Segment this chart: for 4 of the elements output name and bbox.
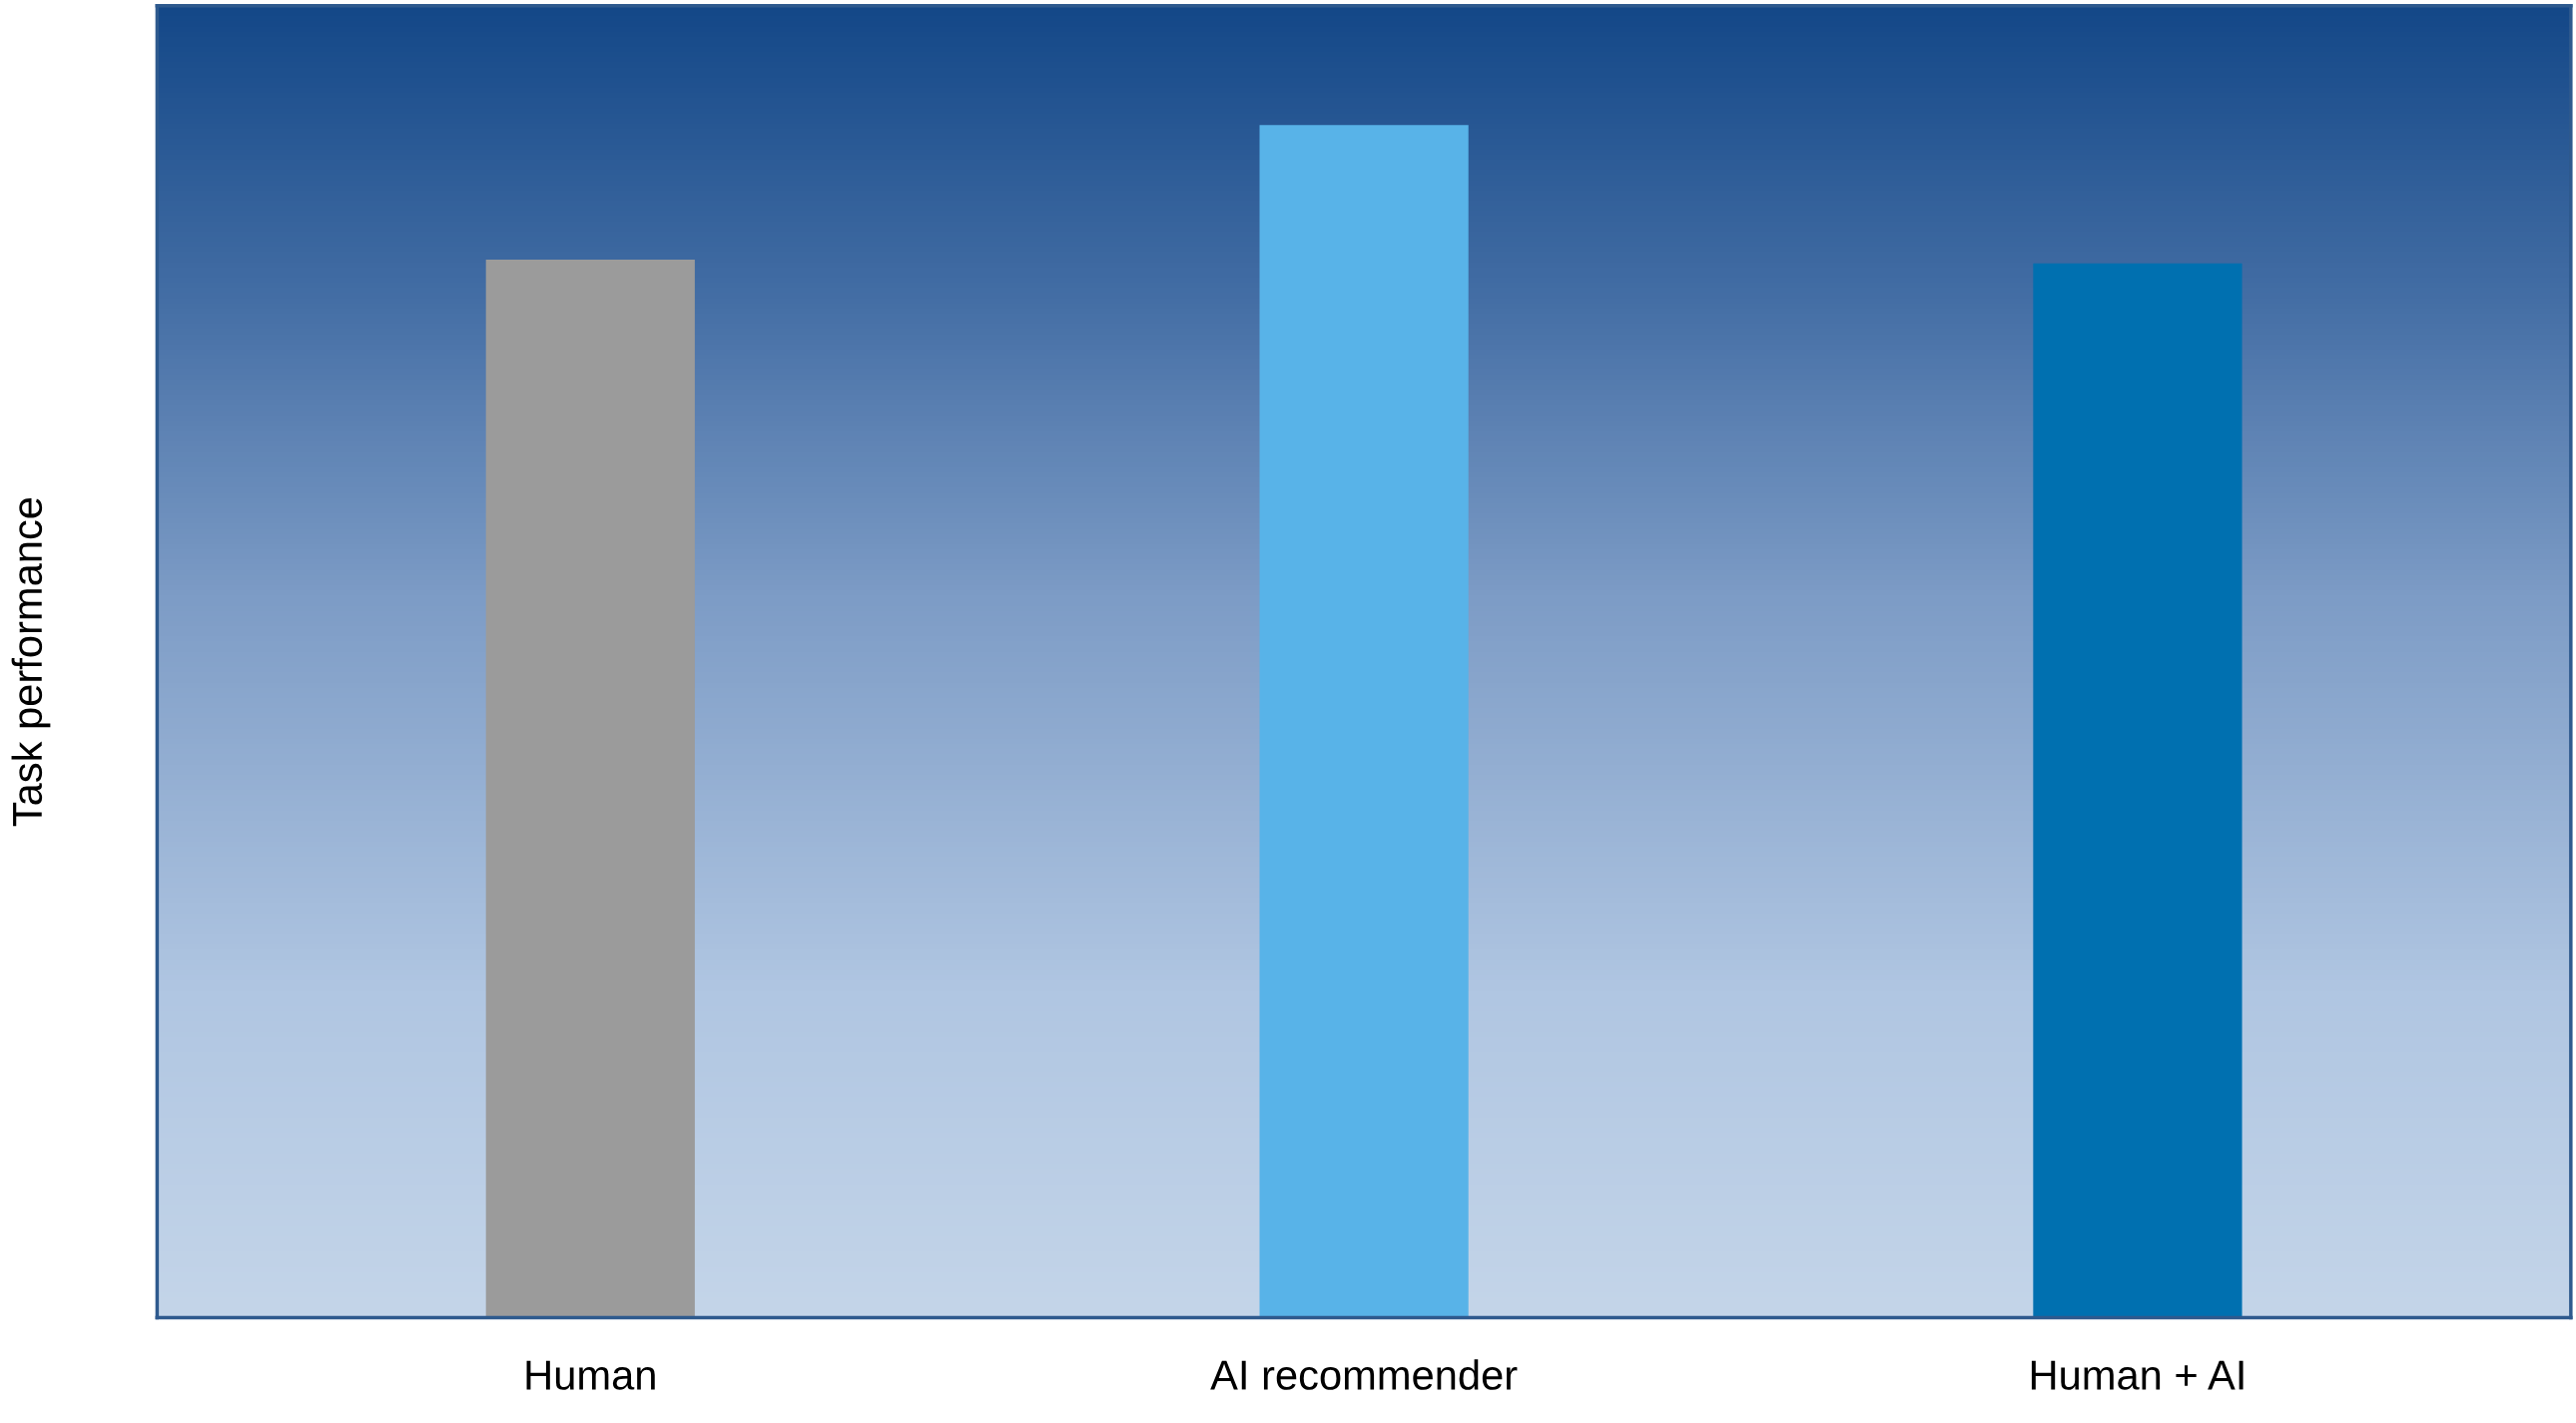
x-tick-label: Human [526,1360,655,1390]
x-tick-label: AI recommender [1210,1359,1518,1390]
y-axis-title: Task performance [11,497,51,827]
x-tick-label: Human + AI [2031,1360,2244,1390]
